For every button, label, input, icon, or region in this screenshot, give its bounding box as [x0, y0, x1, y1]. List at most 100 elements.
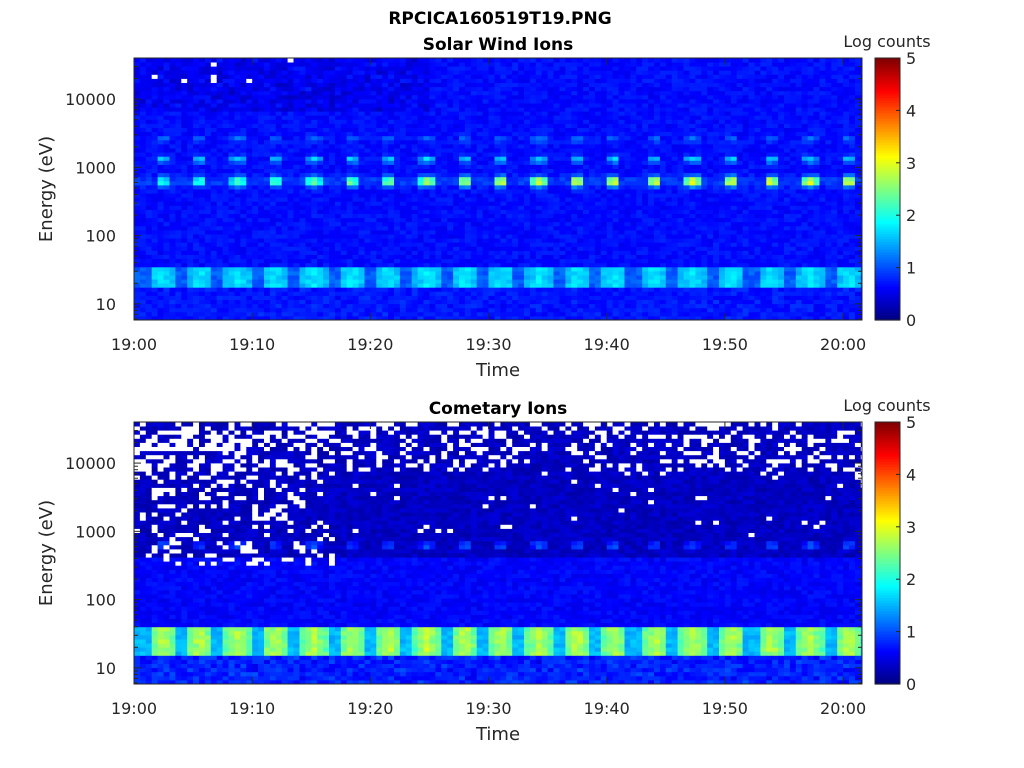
heatmap-cell — [405, 193, 413, 198]
heatmap-cell — [151, 213, 159, 219]
heatmap-cell — [524, 201, 531, 206]
heatmap-cell — [258, 250, 265, 255]
heatmap-cell — [287, 254, 294, 260]
heatmap-cell — [417, 74, 424, 79]
heatmap-cell — [210, 123, 218, 128]
heatmap-cell — [305, 242, 312, 247]
heatmap-cell — [299, 90, 306, 96]
heatmap-cell — [210, 58, 218, 63]
heatmap-cell — [405, 209, 413, 214]
heatmap-cell — [559, 283, 566, 288]
heatmap-cell — [287, 90, 294, 96]
heatmap-cell — [340, 299, 348, 305]
heatmap-cell — [145, 315, 153, 321]
heatmap-cell — [399, 209, 407, 214]
heatmap-cell — [565, 148, 572, 153]
heatmap-cell — [370, 234, 377, 239]
heatmap-cell — [187, 66, 194, 71]
heatmap-cell — [470, 311, 478, 317]
heatmap-cell — [541, 197, 549, 202]
heatmap-cell — [547, 70, 554, 75]
heatmap-cell — [334, 250, 342, 255]
heatmap-cell — [222, 279, 229, 284]
heatmap-cell — [529, 143, 537, 149]
heatmap-cell — [175, 266, 182, 272]
heatmap-cell — [228, 98, 235, 104]
heatmap-cell — [228, 135, 235, 141]
heatmap-cell — [264, 303, 271, 309]
heatmap-cell — [258, 266, 265, 272]
heatmap-cell — [252, 266, 259, 272]
heatmap-cell — [246, 176, 253, 182]
heatmap-cell — [157, 164, 164, 169]
heatmap-cell — [565, 201, 572, 206]
heatmap-cell — [240, 311, 247, 317]
heatmap-cell — [240, 152, 247, 157]
heatmap-cell — [447, 160, 454, 165]
heatmap-cell — [139, 168, 147, 174]
heatmap-cell — [258, 180, 265, 186]
heatmap-cell — [441, 94, 448, 100]
heatmap-cell — [269, 242, 277, 247]
heatmap-cell — [139, 189, 147, 194]
heatmap-cell — [382, 168, 389, 174]
heatmap-cell — [441, 103, 448, 108]
heatmap-cell — [423, 197, 430, 202]
heatmap-cell — [541, 303, 549, 309]
heatmap-cell — [329, 303, 336, 309]
heatmap-cell — [204, 152, 212, 157]
heatmap-cell — [589, 254, 596, 260]
heatmap-cell — [553, 254, 560, 260]
heatmap-cell — [187, 189, 194, 194]
heatmap-cell — [411, 258, 419, 264]
heatmap-cell — [299, 213, 306, 219]
heatmap-cell — [417, 266, 424, 272]
heatmap-cell — [358, 90, 365, 96]
heatmap-cell — [199, 139, 206, 145]
heatmap-cell — [429, 143, 436, 149]
heatmap-cell — [512, 291, 519, 296]
heatmap-cell — [571, 213, 578, 219]
heatmap-cell — [423, 250, 430, 255]
heatmap-cell — [281, 270, 289, 276]
heatmap-cell — [583, 209, 590, 214]
heatmap-cell — [559, 66, 566, 71]
heatmap-cell — [293, 307, 300, 313]
heatmap-cell — [157, 119, 164, 124]
heatmap-cell — [429, 234, 436, 239]
heatmap-cell — [376, 225, 383, 231]
heatmap-cell — [364, 131, 371, 137]
heatmap-cell — [447, 311, 454, 317]
heatmap-cell — [269, 307, 277, 313]
heatmap-cell — [210, 291, 218, 296]
heatmap-cell — [535, 242, 543, 247]
heatmap-cell — [134, 197, 141, 202]
heatmap-cell — [494, 86, 501, 92]
heatmap-cell — [299, 103, 306, 108]
heatmap-cell — [405, 94, 413, 100]
heatmap-cell — [134, 160, 141, 165]
heatmap-cell — [264, 315, 271, 321]
heatmap-cell — [305, 78, 312, 83]
heatmap-cell — [240, 246, 247, 251]
heatmap-cell — [583, 94, 590, 100]
heatmap-cell — [518, 143, 525, 149]
heatmap-cell — [482, 70, 489, 75]
heatmap-cell — [139, 234, 147, 239]
heatmap-cell — [264, 250, 271, 255]
heatmap-cell — [529, 254, 537, 260]
heatmap-cell — [311, 217, 318, 223]
heatmap-cell — [589, 139, 596, 145]
heatmap-cell — [447, 275, 454, 280]
heatmap-cell — [464, 86, 472, 92]
heatmap-cell — [394, 111, 401, 116]
heatmap-cell — [210, 184, 218, 190]
heatmap-cell — [145, 283, 153, 288]
heatmap-cell — [577, 229, 584, 235]
heatmap-cell — [358, 66, 365, 71]
heatmap-cell — [529, 184, 537, 190]
heatmap-cell — [553, 103, 560, 108]
heatmap-cell — [565, 160, 572, 165]
heatmap-cell — [589, 234, 596, 239]
heatmap-cell — [311, 307, 318, 313]
